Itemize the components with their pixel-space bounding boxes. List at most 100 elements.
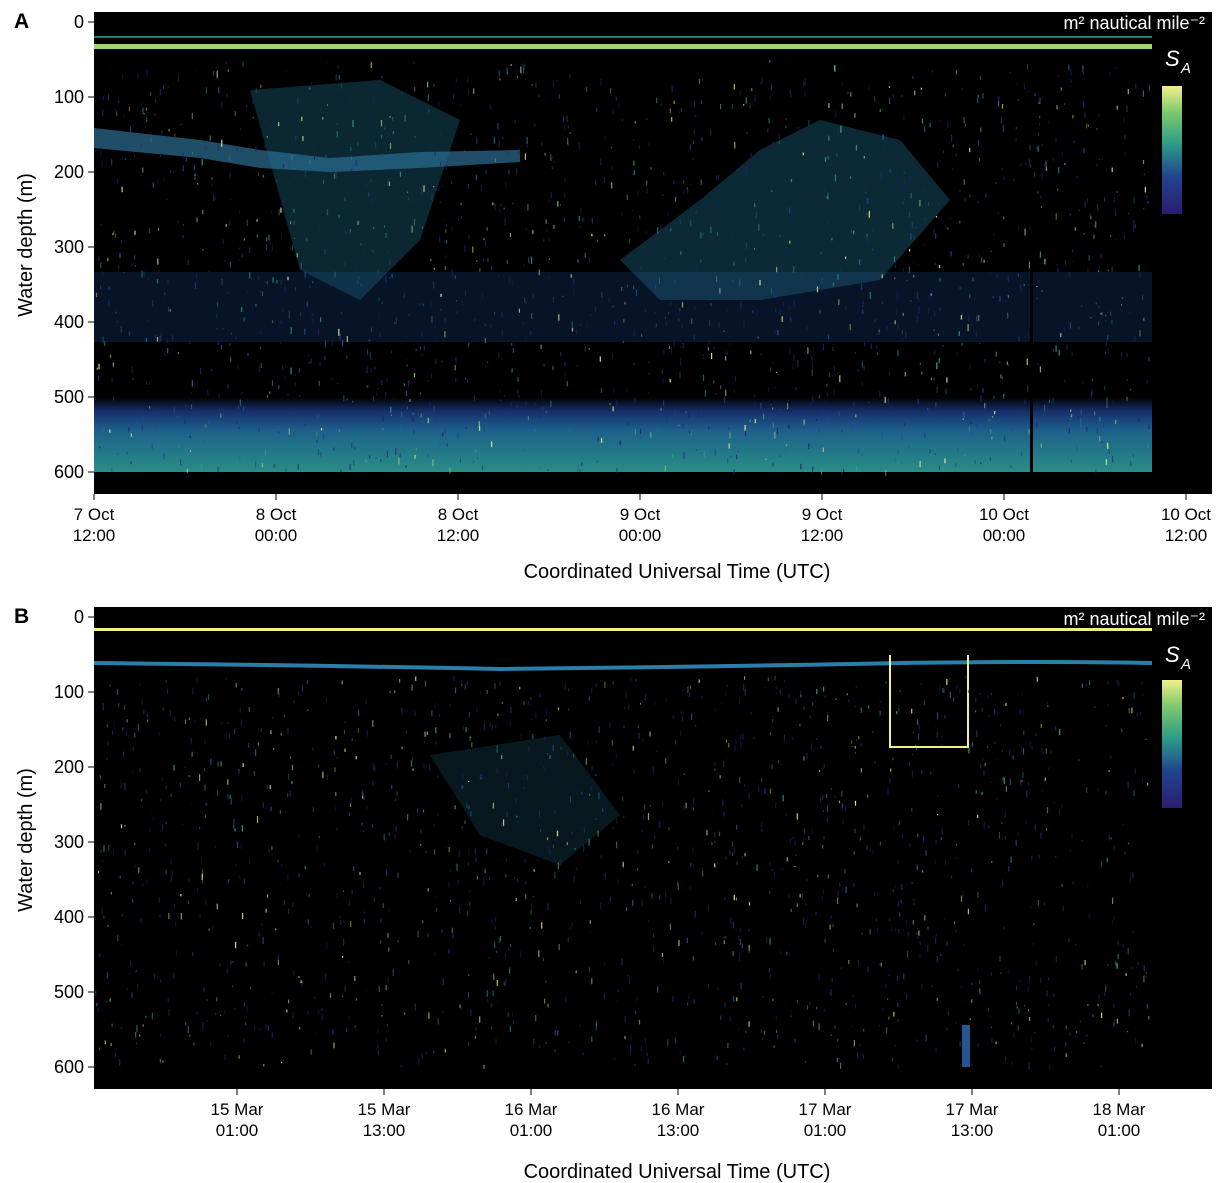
echo-speckle [946, 679, 948, 685]
echo-speckle [894, 457, 897, 463]
echo-speckle [439, 201, 441, 203]
echo-speckle [822, 447, 824, 452]
echo-speckle [879, 308, 881, 311]
echo-speckle [319, 361, 321, 366]
echo-speckle [1049, 399, 1051, 403]
echo-speckle [702, 78, 704, 82]
echo-speckle [804, 922, 806, 929]
echo-speckle [715, 393, 717, 395]
echo-speckle [106, 972, 108, 979]
echo-speckle [216, 313, 218, 319]
echo-speckle [282, 364, 284, 370]
echo-speckle [255, 146, 257, 152]
echo-speckle [897, 860, 899, 864]
echo-speckle [827, 155, 829, 160]
echo-speckle [154, 973, 156, 980]
echo-speckle [779, 690, 781, 695]
echo-speckle [193, 1042, 195, 1046]
echo-speckle [588, 838, 590, 846]
echo-speckle [495, 725, 497, 728]
echo-speckle [674, 410, 676, 418]
echo-speckle [999, 955, 1001, 962]
echo-speckle [477, 457, 479, 459]
echo-speckle [681, 716, 683, 721]
echo-speckle [984, 904, 987, 911]
echo-speckle [924, 218, 926, 220]
echo-speckle [832, 924, 834, 928]
echo-speckle [205, 697, 207, 702]
echo-speckle [753, 863, 755, 871]
echo-speckle [803, 425, 805, 430]
echo-speckle [695, 724, 697, 727]
echo-speckle [933, 229, 935, 235]
echo-speckle [449, 704, 451, 707]
echo-speckle [789, 240, 791, 244]
echo-speckle [516, 167, 518, 175]
echo-speckle [249, 272, 251, 279]
echo-speckle [548, 276, 550, 279]
echo-speckle [177, 352, 179, 355]
echo-speckle [1123, 117, 1125, 123]
echo-speckle [374, 765, 376, 772]
echo-speckle [549, 851, 551, 856]
echo-speckle [931, 70, 934, 73]
echo-speckle [386, 1024, 388, 1027]
echo-speckle [628, 977, 631, 984]
echo-speckle [629, 251, 631, 257]
echo-speckle [109, 429, 111, 433]
echo-speckle [341, 680, 343, 685]
echo-speckle [257, 172, 259, 176]
echo-speckle [661, 369, 663, 375]
echo-speckle [612, 406, 614, 412]
echo-speckle [497, 1001, 499, 1004]
echo-speckle [974, 710, 977, 713]
echo-speckle [968, 426, 970, 432]
echo-speckle [326, 942, 328, 949]
echo-speckle [686, 1002, 689, 1006]
echo-speckle [733, 83, 735, 90]
echo-speckle [1086, 426, 1088, 432]
echo-speckle [916, 1039, 918, 1042]
echo-speckle [483, 425, 485, 432]
echo-speckle [772, 141, 774, 146]
echo-speckle [239, 707, 241, 713]
echo-speckle [168, 309, 170, 312]
echo-speckle [576, 364, 578, 367]
echo-speckle [285, 469, 287, 472]
echo-speckle [909, 176, 911, 182]
echo-speckle [744, 853, 746, 857]
echo-speckle [704, 390, 706, 397]
echo-speckle [243, 878, 246, 885]
echo-speckle [841, 103, 843, 110]
echo-speckle [1090, 215, 1092, 220]
echo-speckle [340, 311, 342, 315]
echo-speckle [1105, 409, 1107, 414]
echo-speckle [1055, 213, 1057, 220]
echo-speckle [756, 864, 758, 871]
echo-speckle [844, 421, 846, 428]
echo-speckle [276, 280, 278, 284]
echo-speckle [121, 73, 123, 80]
echo-speckle [145, 436, 147, 439]
echo-speckle [1142, 694, 1144, 697]
echo-speckle [534, 403, 536, 407]
echo-speckle [911, 770, 913, 777]
echo-speckle [838, 1058, 840, 1060]
echo-speckle [801, 893, 803, 899]
echo-speckle [200, 464, 203, 470]
echo-speckle [452, 794, 454, 801]
echo-speckle [326, 104, 329, 106]
echo-speckle [902, 313, 904, 316]
echo-speckle [496, 745, 498, 753]
echo-speckle [895, 928, 897, 931]
echo-speckle [1022, 772, 1024, 778]
echo-speckle [885, 681, 887, 684]
echo-speckle [232, 961, 234, 963]
echo-speckle [790, 1009, 792, 1015]
echo-speckle [373, 226, 375, 230]
echo-speckle [117, 453, 119, 455]
echo-speckle [951, 134, 953, 142]
echo-speckle [919, 955, 921, 959]
echo-speckle [911, 221, 913, 229]
echo-speckle [698, 679, 700, 683]
